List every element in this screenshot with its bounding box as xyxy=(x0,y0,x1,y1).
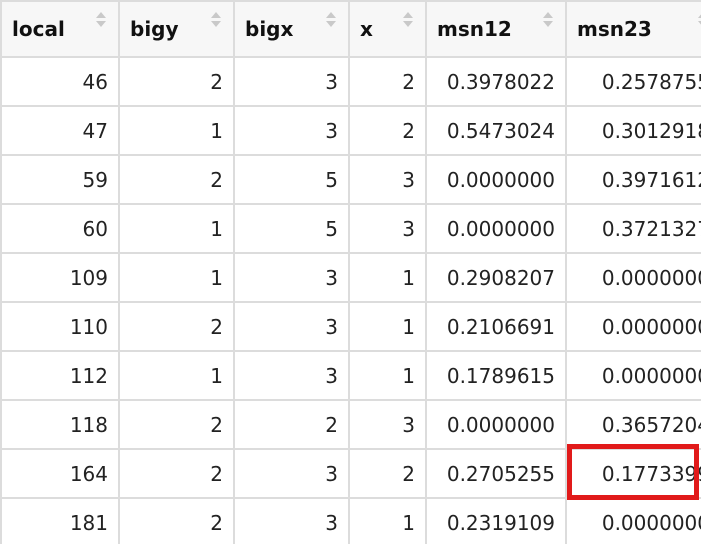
cell-msn23: 0.2578755 xyxy=(565,56,701,107)
cell-bigy: 2 xyxy=(118,399,235,450)
cell-msn12: 0.2319109 xyxy=(425,497,567,544)
cell-msn12: 0.5473024 xyxy=(425,105,567,156)
cell-msn23: 0.3657204 xyxy=(565,399,701,450)
cell-msn23: 0.3721327 xyxy=(565,203,701,254)
cell-bigy: 2 xyxy=(118,301,235,352)
cell-local: 46 xyxy=(0,56,120,107)
cell-bigy: 2 xyxy=(118,56,235,107)
column-header-label: msn12 xyxy=(437,17,512,41)
cell-x: 1 xyxy=(348,301,427,352)
sort-arrows-icon[interactable] xyxy=(211,12,221,28)
table-row: 60 1 5 3 0.0000000 0.3721327 xyxy=(0,203,701,254)
cell-msn23: 0.0000000 xyxy=(565,497,701,544)
cell-local: 59 xyxy=(0,154,120,205)
cell-bigx: 2 xyxy=(233,399,350,450)
cell-bigy: 2 xyxy=(118,497,235,544)
cell-x: 3 xyxy=(348,399,427,450)
table-row: 110 2 3 1 0.2106691 0.0000000 xyxy=(0,301,701,352)
cell-x: 2 xyxy=(348,56,427,107)
column-header-label: local xyxy=(12,17,65,41)
cell-bigx: 3 xyxy=(233,448,350,499)
cell-bigy: 1 xyxy=(118,203,235,254)
cell-bigx: 3 xyxy=(233,105,350,156)
table-row: 47 1 3 2 0.5473024 0.3012918 xyxy=(0,105,701,156)
column-header-bigx[interactable]: bigx xyxy=(233,0,350,58)
column-header-x[interactable]: x xyxy=(348,0,427,58)
cell-bigx: 3 xyxy=(233,56,350,107)
cell-msn12: 0.2106691 xyxy=(425,301,567,352)
cell-bigx: 3 xyxy=(233,252,350,303)
cell-local: 164 xyxy=(0,448,120,499)
column-header-label: msn23 xyxy=(577,17,652,41)
cell-msn12: 0.2705255 xyxy=(425,448,567,499)
table-header-row: local bigy bigx x msn12 xyxy=(0,0,701,58)
cell-x: 1 xyxy=(348,350,427,401)
column-header-label: bigy xyxy=(130,17,179,41)
cell-local: 112 xyxy=(0,350,120,401)
sort-arrows-icon[interactable] xyxy=(403,12,413,28)
cell-bigy: 1 xyxy=(118,350,235,401)
table-row: 118 2 2 3 0.0000000 0.3657204 xyxy=(0,399,701,450)
column-header-local[interactable]: local xyxy=(0,0,120,58)
sort-arrows-icon[interactable] xyxy=(326,12,336,28)
cell-local: 47 xyxy=(0,105,120,156)
cell-msn12: 0.0000000 xyxy=(425,154,567,205)
cell-x: 2 xyxy=(348,448,427,499)
sort-arrows-icon[interactable] xyxy=(96,12,106,28)
column-header-label: bigx xyxy=(245,17,294,41)
cell-bigx: 5 xyxy=(233,203,350,254)
cell-local: 110 xyxy=(0,301,120,352)
cell-local: 118 xyxy=(0,399,120,450)
cell-bigx: 3 xyxy=(233,497,350,544)
cell-msn23: 0.0000000 xyxy=(565,301,701,352)
cell-msn23: 0.3012918 xyxy=(565,105,701,156)
table-row: 181 2 3 1 0.2319109 0.0000000 xyxy=(0,497,701,544)
cell-x: 1 xyxy=(348,497,427,544)
cell-x: 2 xyxy=(348,105,427,156)
cell-x: 1 xyxy=(348,252,427,303)
cell-msn12: 0.3978022 xyxy=(425,56,567,107)
cell-bigy: 1 xyxy=(118,105,235,156)
cell-bigy: 2 xyxy=(118,154,235,205)
cell-msn23: 0.0000000 xyxy=(565,350,701,401)
cell-bigx: 3 xyxy=(233,301,350,352)
column-header-msn12[interactable]: msn12 xyxy=(425,0,567,58)
column-header-msn23[interactable]: msn23 xyxy=(565,0,701,58)
cell-bigx: 5 xyxy=(233,154,350,205)
cell-x: 3 xyxy=(348,154,427,205)
sort-arrows-icon[interactable] xyxy=(698,12,701,28)
cell-msn12: 0.0000000 xyxy=(425,399,567,450)
table-row: 112 1 3 1 0.1789615 0.0000000 xyxy=(0,350,701,401)
cell-local: 60 xyxy=(0,203,120,254)
cell-bigy: 2 xyxy=(118,448,235,499)
table-row: 109 1 3 1 0.2908207 0.0000000 xyxy=(0,252,701,303)
column-header-label: x xyxy=(360,17,373,41)
cell-bigy: 1 xyxy=(118,252,235,303)
sort-arrows-icon[interactable] xyxy=(543,12,553,28)
cell-bigx: 3 xyxy=(233,350,350,401)
cell-x: 3 xyxy=(348,203,427,254)
cell-msn12: 0.0000000 xyxy=(425,203,567,254)
cell-msn23: 0.1773399 xyxy=(565,448,701,499)
cell-msn23: 0.3971612 xyxy=(565,154,701,205)
cell-local: 181 xyxy=(0,497,120,544)
table-row: 46 2 3 2 0.3978022 0.2578755 xyxy=(0,56,701,107)
cell-msn23: 0.0000000 xyxy=(565,252,701,303)
table-row: 164 2 3 2 0.2705255 0.1773399 xyxy=(0,448,701,499)
cell-msn12: 0.1789615 xyxy=(425,350,567,401)
table-row: 59 2 5 3 0.0000000 0.3971612 xyxy=(0,154,701,205)
cell-msn12: 0.2908207 xyxy=(425,252,567,303)
cell-local: 109 xyxy=(0,252,120,303)
column-header-bigy[interactable]: bigy xyxy=(118,0,235,58)
